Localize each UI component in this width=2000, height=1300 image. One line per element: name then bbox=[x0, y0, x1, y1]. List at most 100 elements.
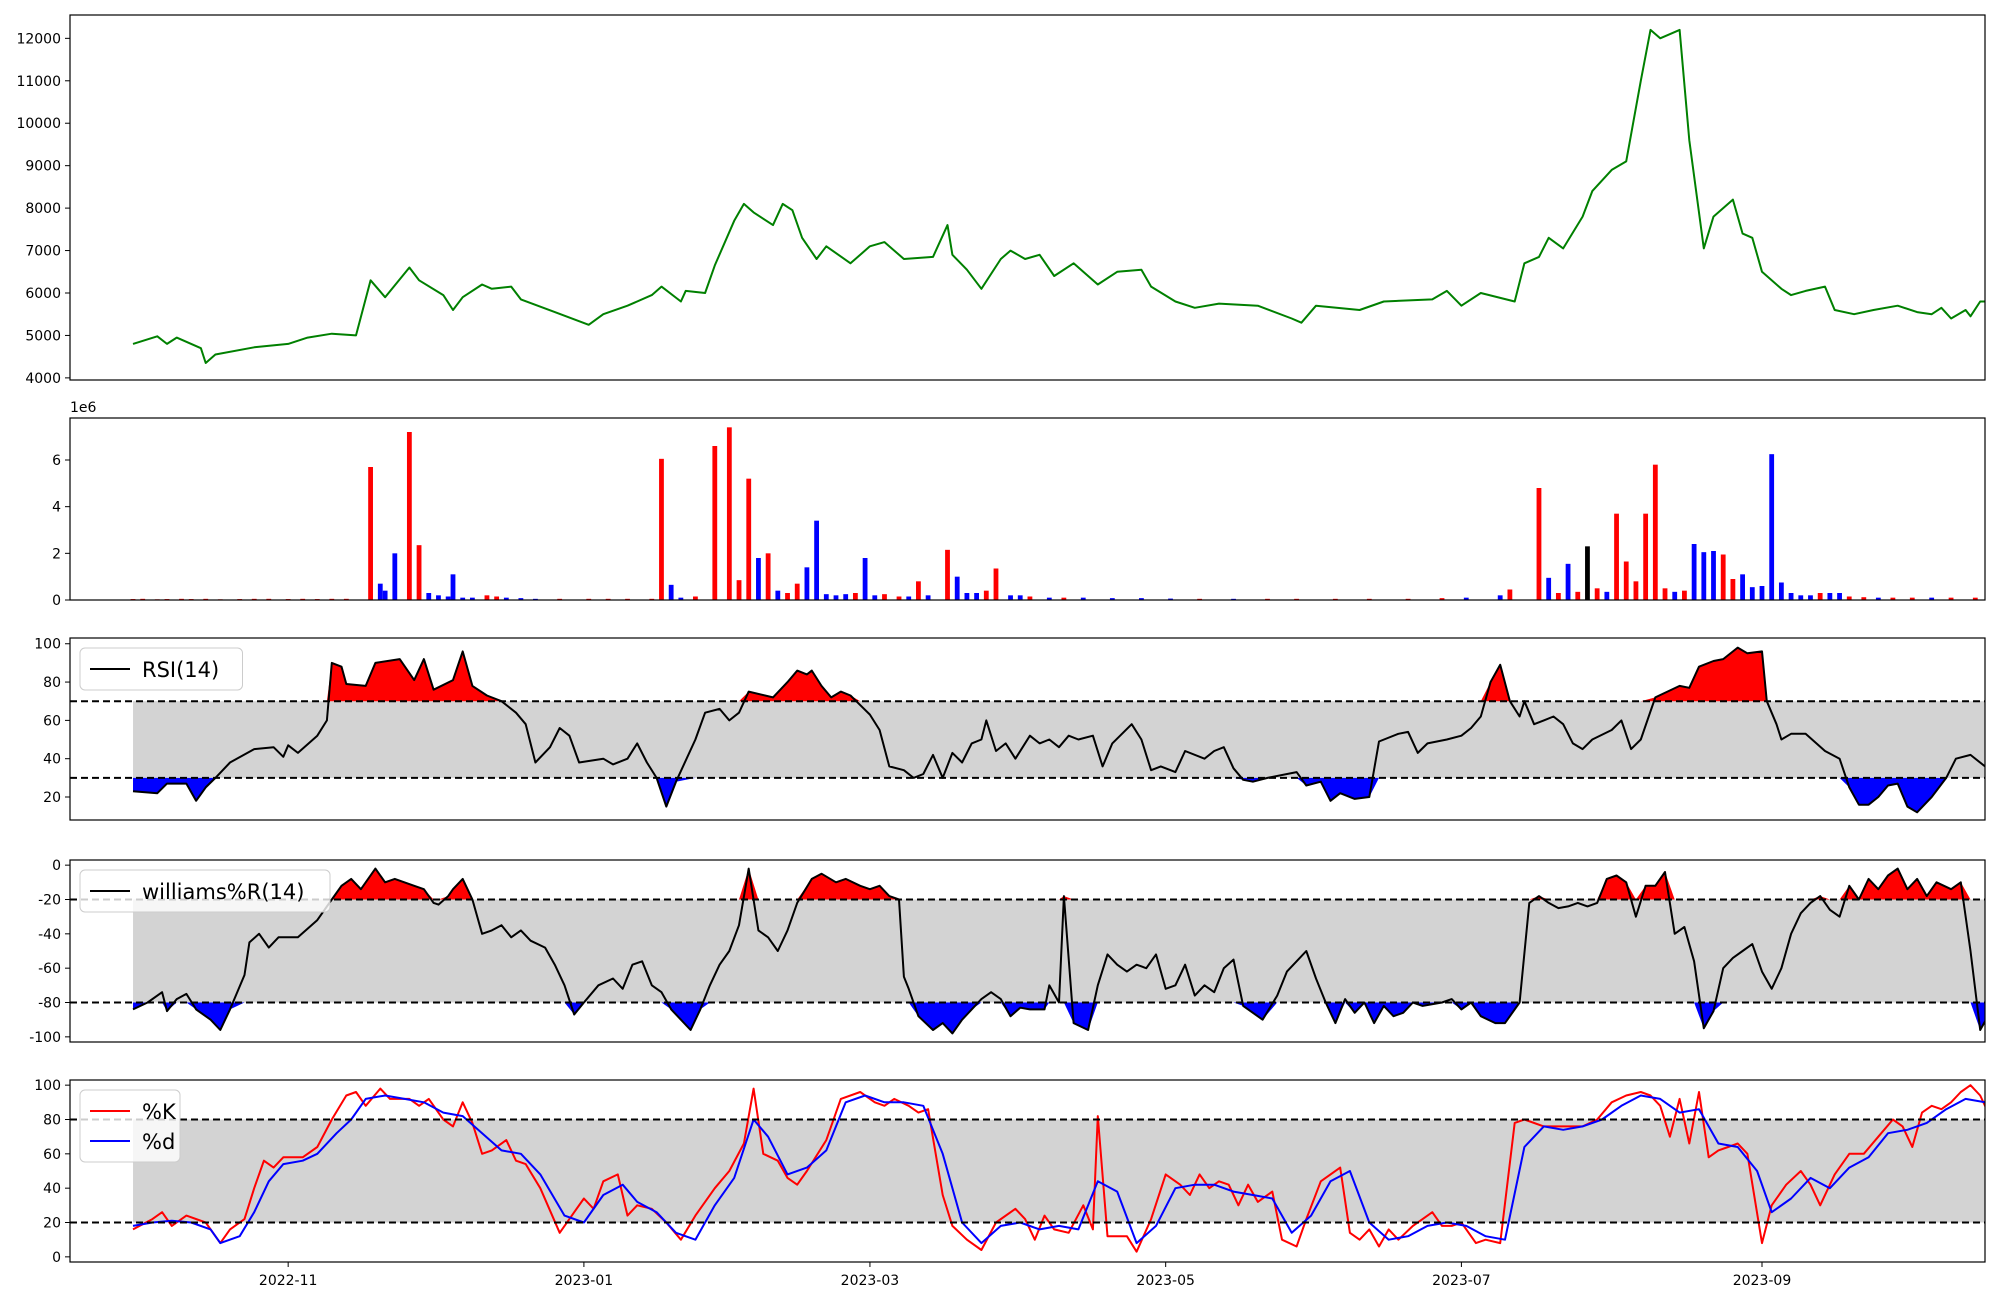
y-tick-label: 0 bbox=[52, 593, 61, 609]
volume-bar bbox=[872, 595, 878, 600]
y-tick-label: 9000 bbox=[25, 159, 61, 175]
volume-bar bbox=[1730, 579, 1736, 600]
y-tick-label: -100 bbox=[29, 1030, 61, 1046]
x-tick-label: 2022-11 bbox=[259, 1273, 318, 1289]
volume-bar bbox=[450, 574, 456, 600]
williams-series-williamsr14 bbox=[132, 867, 1985, 1035]
panel-volume-lines bbox=[130, 427, 1978, 600]
volume-bar bbox=[1875, 597, 1881, 600]
volume-bar bbox=[746, 478, 752, 600]
panel-stoch-text: 0 20 40 60 80 100 2022-11 2023-01 2023-03 2023-05… bbox=[34, 1078, 1791, 1289]
volume-bar bbox=[668, 584, 674, 600]
volume-bar bbox=[964, 593, 970, 600]
volume-bar bbox=[1759, 586, 1765, 600]
volume-bar bbox=[1643, 513, 1649, 600]
y-tick-label: 0 bbox=[52, 1250, 61, 1266]
y-tick-label: 8000 bbox=[25, 201, 61, 217]
volume-bar bbox=[1798, 595, 1804, 600]
volume-bar bbox=[1585, 546, 1590, 600]
panel-rsi-lines bbox=[132, 646, 1985, 814]
volume-bar bbox=[1575, 591, 1581, 600]
volume-bar bbox=[1890, 597, 1896, 600]
price-axes-frame bbox=[69, 14, 1986, 381]
y-tick-label: 40 bbox=[43, 1181, 61, 1197]
volume-bar bbox=[1711, 551, 1716, 600]
panel-rsi-fills bbox=[133, 647, 1985, 813]
y-tick-label: 4 bbox=[52, 500, 61, 516]
line-layer bbox=[130, 28, 1985, 1253]
volume-bar bbox=[814, 520, 820, 600]
volume-bar bbox=[1769, 454, 1775, 600]
volume-bar bbox=[1614, 513, 1619, 600]
volume-bar bbox=[804, 567, 810, 600]
volume-bar bbox=[1109, 598, 1115, 600]
text-layer: 4000500060007000800090001000011000120000… bbox=[16, 31, 1791, 1289]
volume-bar bbox=[1837, 593, 1842, 600]
volume-bar bbox=[712, 446, 718, 600]
y-tick-label: 10000 bbox=[16, 116, 61, 132]
panel-volume-axes bbox=[65, 417, 1986, 601]
volume-bar bbox=[460, 597, 466, 600]
y-tick-label: -60 bbox=[38, 961, 61, 977]
volume-bar bbox=[1948, 597, 1954, 600]
volume-bar bbox=[392, 553, 398, 600]
volume-bar bbox=[1604, 591, 1610, 600]
volume-bar bbox=[794, 583, 800, 600]
rsi-series-rsi14 bbox=[132, 646, 1985, 814]
panel-williams-text: -100 -80 -60 -40 -20 0 williams%R(14) bbox=[29, 858, 331, 1046]
volume-bar bbox=[1652, 464, 1658, 600]
y-tick-label: 60 bbox=[43, 1147, 61, 1163]
y-tick-label: 11000 bbox=[16, 74, 61, 90]
volume-axes-frame bbox=[69, 417, 1986, 601]
volume-bar bbox=[469, 597, 475, 600]
volume-bar bbox=[1463, 597, 1469, 600]
y-tick-label: 100 bbox=[34, 1078, 61, 1094]
volume-bar bbox=[484, 595, 490, 600]
volume-bar bbox=[368, 467, 373, 600]
volume-bar bbox=[983, 590, 989, 600]
volume-bar bbox=[775, 590, 781, 600]
panel-volume-text: 0 2 4 6 1e6 bbox=[52, 400, 96, 609]
volume-bar bbox=[1439, 598, 1445, 600]
volume-bar bbox=[1507, 589, 1513, 600]
stoch-neutral-band bbox=[133, 1119, 1985, 1223]
volume-bar bbox=[906, 596, 912, 600]
volume-bar bbox=[1555, 593, 1561, 600]
volume-bar bbox=[1740, 574, 1745, 600]
panel-price-text: 4000 5000 6000 7000 8000 9000 10000 11000 12000 bbox=[16, 31, 61, 387]
panel-price-lines bbox=[132, 28, 1985, 364]
volume-bar bbox=[852, 593, 858, 600]
volume-bar bbox=[1027, 596, 1033, 600]
y-tick-label: -40 bbox=[38, 927, 61, 943]
volume-bar bbox=[1720, 554, 1726, 600]
x-tick-label: 2023-05 bbox=[1136, 1273, 1195, 1289]
volume-bar bbox=[925, 595, 931, 600]
volume-bar bbox=[726, 427, 732, 600]
y-tick-label: 2 bbox=[52, 546, 61, 562]
x-tick-label: 2023-07 bbox=[1432, 1273, 1491, 1289]
volume-bar bbox=[1817, 593, 1823, 600]
y-tick-label: 80 bbox=[43, 1112, 61, 1128]
volume-bar bbox=[785, 593, 790, 600]
volume-bar bbox=[823, 594, 829, 600]
y-offset-label: 1e6 bbox=[70, 400, 97, 416]
volume-bar bbox=[1909, 597, 1915, 600]
volume-bar bbox=[882, 594, 887, 600]
panel-stoch-fills bbox=[133, 1119, 1985, 1223]
volume-bar bbox=[736, 580, 742, 600]
volume-bar bbox=[1972, 597, 1978, 600]
volume-bar bbox=[1682, 590, 1687, 600]
volume-bar bbox=[1701, 552, 1707, 600]
stoch-legend-box bbox=[79, 1089, 181, 1163]
volume-bar bbox=[1497, 595, 1503, 600]
panel-rsi-axes bbox=[65, 637, 1986, 821]
volume-bar bbox=[1008, 595, 1013, 600]
volume-bar bbox=[426, 593, 432, 600]
rsi-legend-box bbox=[79, 647, 243, 691]
volume-bar bbox=[945, 549, 950, 600]
volume-bar bbox=[833, 595, 839, 600]
y-tick-label: 7000 bbox=[25, 244, 61, 260]
x-tick-label: 2023-03 bbox=[841, 1273, 900, 1289]
rsi-axes-frame bbox=[69, 637, 1986, 821]
